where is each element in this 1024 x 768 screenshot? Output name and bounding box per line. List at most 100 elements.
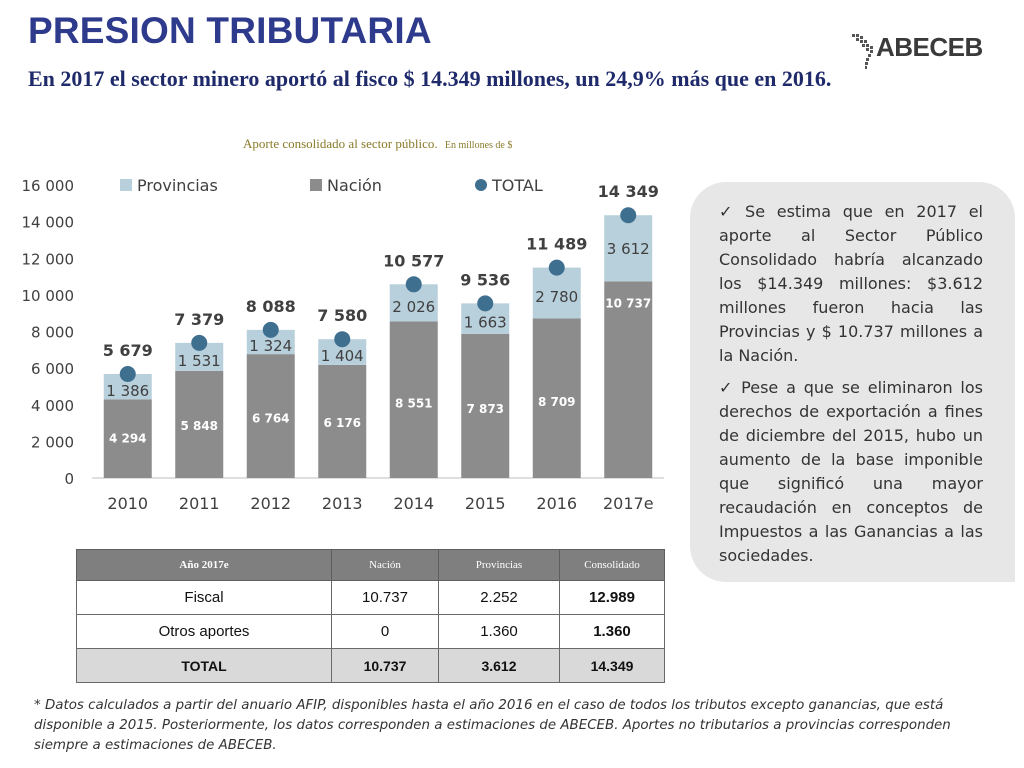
- y-tick-label: 6 000: [31, 360, 74, 378]
- table-row: Fiscal 10.737 2.252 12.989: [76, 580, 665, 615]
- chart-caption: Aporte consolidado al sector público. En…: [243, 136, 512, 152]
- x-tick-label: 2017e: [603, 494, 654, 513]
- x-tick-label: 2015: [465, 494, 506, 513]
- data-label-nacion: 7 873: [466, 402, 504, 416]
- table-cell: 1.360: [559, 614, 665, 649]
- bar-nacion: [604, 281, 653, 478]
- y-tick-label: 16 000: [22, 177, 75, 195]
- total-marker: [262, 321, 279, 338]
- data-label-total: 11 489: [526, 235, 587, 254]
- data-label-provincias: 1 531: [178, 352, 221, 370]
- info-bullet-text: Pese a que se eliminaron los derechos de…: [719, 378, 983, 565]
- info-bullet-text: Se estima que en 2017 el aporte al Secto…: [719, 202, 983, 365]
- data-label-nacion: 6 764: [252, 411, 290, 425]
- table-cell: Fiscal: [76, 580, 332, 615]
- america-map-icon: [852, 34, 873, 69]
- data-label-total: 5 679: [103, 341, 153, 360]
- data-label-nacion: 4 294: [109, 432, 147, 446]
- bar-provincias: [532, 267, 581, 319]
- table-row: Otros aportes 0 1.360 1.360: [76, 614, 665, 649]
- data-label-nacion: 8 709: [538, 395, 576, 409]
- data-label-provincias: 1 386: [106, 382, 149, 400]
- bar-nacion: [532, 318, 581, 478]
- table-header-cell: Consolidado: [559, 549, 665, 581]
- footnote: * Datos calculados a partir del anuario …: [34, 698, 951, 753]
- y-tick-label: 8 000: [31, 324, 74, 342]
- x-tick-label: 2011: [179, 494, 220, 513]
- data-label-total: 7 379: [174, 310, 224, 329]
- table-cell: 3.612: [438, 648, 560, 683]
- table-cell: 10.737: [331, 580, 439, 615]
- data-label-provincias: 2 780: [535, 288, 578, 306]
- total-marker: [334, 331, 351, 348]
- x-tick-label: 2010: [107, 494, 148, 513]
- bar-nacion: [103, 399, 152, 478]
- table-cell: 14.349: [559, 648, 665, 683]
- abeceb-logo: ABECEB: [850, 30, 990, 72]
- y-tick-label: 4 000: [31, 397, 74, 415]
- x-tick-label: 2013: [322, 494, 363, 513]
- data-label-nacion: 10 737: [605, 296, 651, 310]
- data-label-provincias: 3 612: [607, 240, 650, 258]
- info-bullet: ✓ Pese a que se eliminaron los derechos d…: [719, 376, 983, 568]
- table-header-cell: Año 2017e: [76, 549, 332, 581]
- data-label-total: 10 577: [383, 251, 444, 270]
- legend-marker: [120, 179, 132, 191]
- summary-table: Año 2017e Nación Provincias Consolidado …: [76, 549, 665, 683]
- bar-nacion: [389, 321, 438, 478]
- table-total-row: TOTAL 10.737 3.612 14.349: [76, 648, 665, 683]
- bar-nacion: [246, 354, 295, 478]
- data-label-total: 9 536: [460, 270, 510, 289]
- table-header-cell: Provincias: [438, 549, 560, 581]
- data-label-provincias: 1 404: [321, 347, 364, 365]
- legend-marker: [310, 179, 322, 191]
- table-cell: TOTAL: [76, 648, 332, 683]
- table-header-row: Año 2017e Nación Provincias Consolidado: [76, 549, 665, 581]
- table-cell: 12.989: [559, 580, 665, 615]
- x-tick-label: 2016: [536, 494, 577, 513]
- slide-subtitle: En 2017 el sector minero aportó al fisco…: [28, 66, 832, 91]
- total-marker: [548, 259, 565, 276]
- data-label-total: 14 349: [598, 182, 659, 201]
- bar-nacion: [318, 364, 367, 478]
- bar-nacion: [461, 333, 510, 478]
- legend-label: TOTAL: [491, 176, 543, 195]
- total-marker: [405, 276, 422, 293]
- x-tick-label: 2014: [393, 494, 434, 513]
- table-header-cell: Nación: [331, 549, 439, 581]
- data-label-nacion: 8 551: [395, 397, 433, 411]
- slide-title: PRESION TRIBUTARIA: [28, 10, 432, 51]
- y-tick-label: 14 000: [22, 214, 75, 232]
- data-label-provincias: 1 324: [249, 337, 292, 355]
- chart-caption-unit: En millones de $: [444, 140, 513, 151]
- y-tick-label: 0: [64, 470, 74, 488]
- data-label-provincias: 1 663: [464, 314, 507, 332]
- total-marker: [191, 334, 208, 351]
- bar-nacion: [175, 370, 224, 478]
- check-icon: ✓: [719, 202, 740, 221]
- table-cell: 0: [331, 614, 439, 649]
- legend-label: Provincias: [137, 176, 218, 195]
- total-marker: [477, 295, 494, 312]
- legend-marker-total: [475, 179, 487, 191]
- x-tick-label: 2012: [250, 494, 291, 513]
- y-tick-label: 10 000: [22, 287, 75, 305]
- table-cell: 2.252: [438, 580, 560, 615]
- total-marker: [119, 366, 136, 383]
- total-marker: [620, 207, 637, 224]
- chart-caption-main: Aporte consolidado al sector público.: [243, 136, 438, 151]
- table-cell: 1.360: [438, 614, 560, 649]
- table-cell: 10.737: [331, 648, 439, 683]
- y-tick-label: 2 000: [31, 433, 74, 451]
- check-icon: ✓: [719, 378, 736, 397]
- legend-label: Nación: [327, 176, 382, 195]
- info-bullets: ✓ Se estima que en 2017 el aporte al Sect…: [690, 182, 1015, 568]
- info-bullet: ✓ Se estima que en 2017 el aporte al Sect…: [719, 200, 983, 368]
- data-label-nacion: 6 176: [323, 416, 361, 430]
- stacked-bar-chart: 0 2 000 4 000 6 000 8 000 10 000 12 000 14 000 1…: [22, 176, 664, 513]
- bar-provincias: [604, 215, 653, 282]
- table-cell: Otros aportes: [76, 614, 332, 649]
- logo-text: ABECEB: [876, 32, 983, 62]
- data-label-total: 7 580: [317, 306, 367, 325]
- info-box: ✓ Se estima que en 2017 el aporte al Sect…: [690, 182, 1015, 582]
